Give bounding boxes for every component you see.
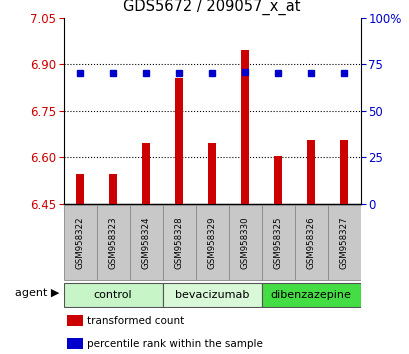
FancyBboxPatch shape <box>129 205 162 280</box>
Bar <box>66 315 83 326</box>
Text: GSM958326: GSM958326 <box>306 216 315 269</box>
Text: bevacizumab: bevacizumab <box>175 290 249 300</box>
FancyBboxPatch shape <box>294 205 327 280</box>
Bar <box>175 78 183 204</box>
Text: agent ▶: agent ▶ <box>15 289 59 298</box>
Text: GSM958329: GSM958329 <box>207 216 216 269</box>
Bar <box>109 174 117 204</box>
Bar <box>66 338 83 349</box>
Text: GSM958328: GSM958328 <box>174 216 183 269</box>
FancyBboxPatch shape <box>228 205 261 280</box>
Bar <box>142 143 150 204</box>
Bar <box>274 155 282 204</box>
FancyBboxPatch shape <box>195 205 228 280</box>
Text: control: control <box>94 290 132 300</box>
Text: transformed count: transformed count <box>87 316 184 326</box>
Bar <box>240 50 249 204</box>
Bar <box>76 174 84 204</box>
Text: GSM958324: GSM958324 <box>141 216 150 269</box>
Text: percentile rank within the sample: percentile rank within the sample <box>87 339 263 349</box>
FancyBboxPatch shape <box>97 205 129 280</box>
FancyBboxPatch shape <box>162 205 195 280</box>
Title: GDS5672 / 209057_x_at: GDS5672 / 209057_x_at <box>123 0 300 15</box>
Text: GSM958325: GSM958325 <box>273 216 282 269</box>
Bar <box>306 140 315 204</box>
Text: GSM958330: GSM958330 <box>240 216 249 269</box>
Bar <box>207 143 216 204</box>
FancyBboxPatch shape <box>63 283 162 307</box>
Bar <box>339 140 348 204</box>
FancyBboxPatch shape <box>162 283 261 307</box>
Text: GSM958323: GSM958323 <box>108 216 117 269</box>
FancyBboxPatch shape <box>327 205 360 280</box>
FancyBboxPatch shape <box>261 283 360 307</box>
FancyBboxPatch shape <box>261 205 294 280</box>
Text: GSM958327: GSM958327 <box>339 216 348 269</box>
Text: dibenzazepine: dibenzazepine <box>270 290 351 300</box>
Text: GSM958322: GSM958322 <box>75 216 84 269</box>
FancyBboxPatch shape <box>63 205 97 280</box>
